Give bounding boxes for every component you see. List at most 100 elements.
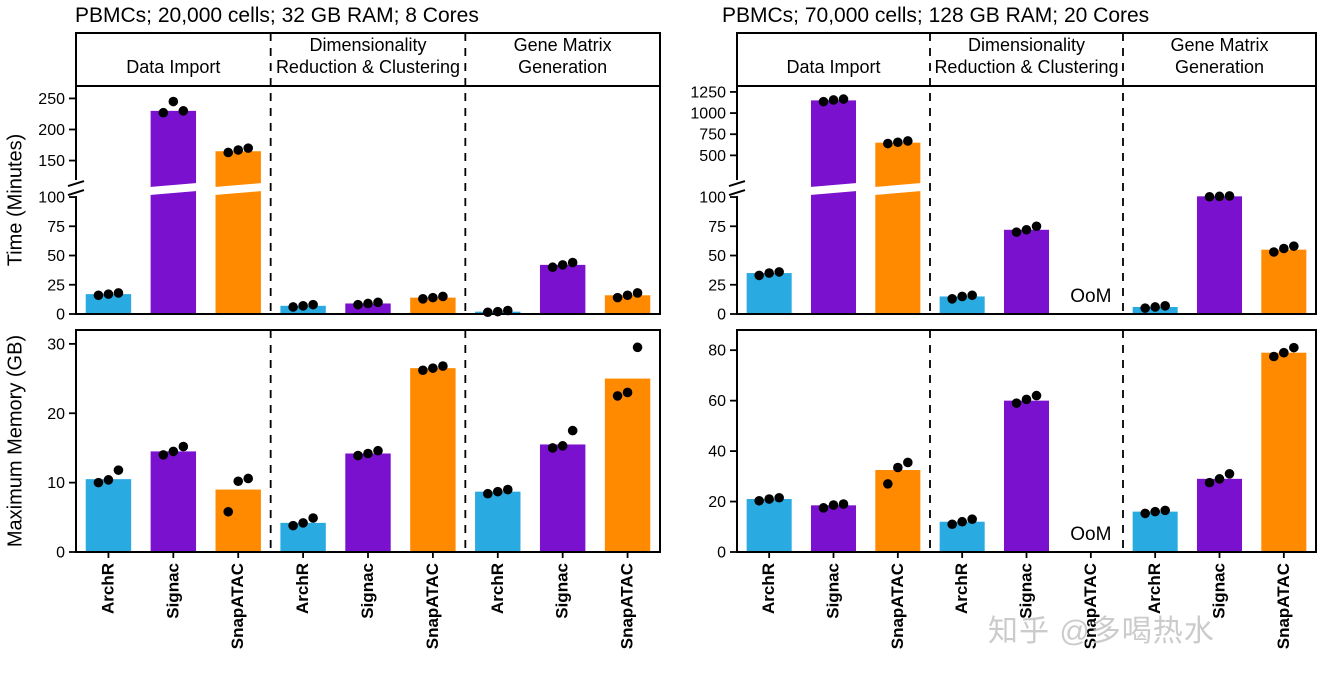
bar-archr (1132, 511, 1178, 551)
data-point (233, 145, 244, 155)
bar-snapatac (1261, 352, 1307, 551)
data-point (158, 107, 169, 118)
data-point (1021, 224, 1032, 235)
y-tick-label: 0 (717, 545, 726, 562)
panel-mem-70k: ArchR Signac SnapATAC ArchR Signac SnapATAC Oo… (708, 329, 1317, 649)
data-point (1269, 351, 1279, 362)
data-point (828, 95, 839, 105)
data-point (1011, 227, 1022, 237)
data-point (838, 499, 849, 509)
x-tick-label: SnapATAC (618, 563, 637, 649)
data-point (957, 516, 967, 527)
bar-archr (746, 499, 792, 551)
data-point (492, 486, 503, 497)
data-point (233, 476, 244, 487)
x-tick-label: Signac (1210, 563, 1229, 619)
data-point (622, 387, 633, 398)
x-tick-label: ArchR (293, 563, 312, 614)
data-point (93, 477, 104, 488)
axis-break-mark (67, 189, 85, 196)
data-point (298, 518, 308, 528)
data-point (502, 484, 513, 495)
x-tick-label: Signac (553, 563, 572, 619)
y-tick-label: 100 (699, 190, 726, 207)
data-point (353, 450, 363, 461)
data-point (482, 307, 493, 318)
x-tick-label: SnapATAC (423, 563, 442, 649)
y-tick-label: 20 (47, 406, 65, 423)
data-point (1140, 303, 1150, 313)
data-point (622, 290, 633, 301)
data-point (764, 268, 774, 278)
axis-break-band (214, 183, 262, 196)
data-point (243, 473, 254, 484)
axis-break-mark (728, 180, 746, 187)
x-tick-label: Signac (358, 563, 377, 619)
y-tick-label: 50 (47, 248, 65, 265)
y-tick-label: 60 (708, 393, 726, 410)
data-point (1011, 398, 1022, 408)
bar-signac (150, 110, 197, 314)
y-tick-label: 1000 (690, 106, 726, 123)
data-point (893, 462, 903, 473)
data-point (1214, 474, 1225, 484)
data-point (418, 293, 428, 304)
data-point (308, 513, 318, 523)
bar-signac (539, 264, 586, 313)
data-point (223, 147, 234, 158)
y-tick-label: 0 (56, 307, 65, 324)
facet-strip-border (75, 32, 661, 87)
bar-snapatac (875, 142, 921, 313)
data-point (353, 299, 363, 310)
data-point (547, 262, 558, 273)
axis-break-mark (67, 180, 85, 187)
data-point (1140, 508, 1150, 519)
y-tick-label: 25 (47, 277, 65, 294)
data-point (178, 106, 189, 116)
data-point (1279, 347, 1289, 358)
y-tick-label: 1250 (690, 84, 726, 101)
oom-label: OoM (1070, 286, 1111, 307)
data-point (883, 479, 893, 489)
data-point (502, 305, 513, 316)
data-point (1224, 468, 1235, 479)
data-point (1269, 247, 1279, 257)
bar-archr (475, 491, 521, 551)
data-point (1021, 394, 1032, 405)
data-point (243, 143, 254, 153)
bar-archr (746, 273, 792, 313)
data-point (893, 137, 903, 148)
bar-signac (345, 453, 391, 551)
bar-snapatac (410, 368, 456, 551)
data-point (567, 257, 578, 268)
data-point (1224, 191, 1235, 201)
oom-label: OoM (1070, 524, 1111, 545)
y-tick-label: 30 (47, 336, 65, 353)
data-point (1160, 505, 1170, 516)
y-tick-label: 0 (717, 307, 726, 324)
x-tick-label: ArchR (759, 563, 778, 614)
data-point (363, 298, 373, 309)
watermark: 知乎 @多喝热水 (988, 615, 1215, 648)
data-point (754, 495, 764, 506)
data-point (373, 445, 383, 456)
data-point (1214, 191, 1225, 202)
data-point (288, 520, 298, 531)
data-point (103, 289, 114, 299)
data-point (947, 519, 957, 530)
data-point (1031, 221, 1042, 232)
data-point (883, 138, 893, 149)
data-point (1289, 241, 1299, 251)
data-point (373, 297, 383, 308)
data-point (612, 391, 623, 401)
x-tick-label: SnapATAC (888, 563, 907, 649)
data-point (178, 441, 189, 452)
data-point (428, 363, 438, 373)
data-point (103, 475, 114, 485)
facet-label: Gene Matrix (1170, 35, 1268, 55)
data-point (903, 136, 913, 146)
axis-break-mark (728, 189, 746, 196)
data-point (764, 494, 774, 504)
